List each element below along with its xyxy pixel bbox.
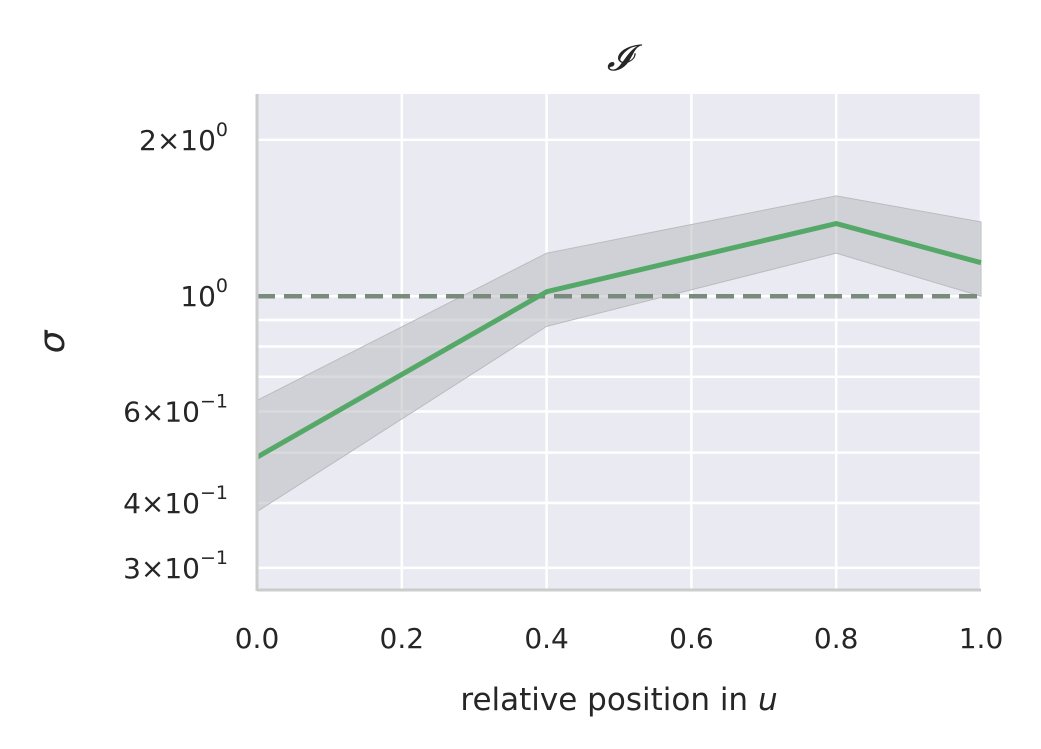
y-tick-label: 3×10−1	[123, 547, 228, 585]
series-line	[255, 221, 982, 460]
x-tick-label: 0.6	[669, 622, 714, 655]
x-axis-label-text: relative position in	[460, 682, 758, 718]
x-tick-label: 0.2	[380, 622, 425, 655]
chart-title: 𝓘	[607, 38, 643, 79]
x-tick-label: 1.0	[959, 622, 1004, 655]
y-tick-labels: 2×100 100 6×10−1 4×10−1 3×10−1	[123, 119, 228, 585]
x-tick-label: 0.8	[814, 622, 859, 655]
y-tick-label: 4×10−1	[123, 482, 228, 520]
grid	[255, 94, 983, 590]
y-tick-label: 6×10−1	[123, 390, 228, 428]
confidence-band	[256, 195, 982, 513]
x-tick-label: 0.4	[524, 622, 569, 655]
x-axis-label-variable: u	[758, 682, 778, 718]
x-axis-label: relative position in u	[460, 682, 777, 718]
y-axis-label: σ	[32, 329, 73, 353]
plot-background	[257, 94, 981, 590]
series-group	[255, 195, 982, 513]
y-tick-label: 100	[180, 275, 228, 313]
x-tick-labels: 0.0 0.2 0.4 0.6 0.8 1.0	[235, 622, 1004, 655]
x-tick-label: 0.0	[235, 622, 280, 655]
y-tick-label: 2×100	[139, 119, 228, 157]
